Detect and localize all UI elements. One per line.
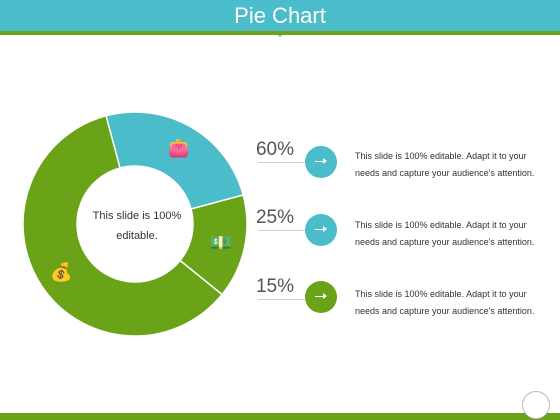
title-bar [0, 0, 560, 31]
arrow-right-icon [315, 158, 327, 164]
legend-text-line1: This slide is 100% editable. Adapt it to… [355, 220, 527, 230]
center-text-line1: This slide is 100% [92, 210, 182, 222]
legend-text-line1: This slide is 100% editable. Adapt it to… [355, 289, 527, 299]
arrow-right-icon [315, 226, 327, 232]
legend-text-line2: needs and capture your audience's attent… [355, 168, 535, 178]
legend-description: This slide is 100% editable. Adapt it to… [355, 286, 555, 320]
legend-percent: 25% [255, 207, 295, 228]
center-text-line2: editable. [116, 230, 158, 242]
legend-divider [258, 230, 320, 231]
pie-slice [22, 114, 224, 337]
legend-marker [305, 146, 337, 178]
legend-divider [258, 162, 320, 163]
legend-text-line2: needs and capture your audience's attent… [355, 237, 535, 247]
legend-text-line2: needs and capture your audience's attent… [355, 306, 535, 316]
legend-marker [305, 281, 337, 313]
legend-marker [305, 214, 337, 246]
header-stripe [0, 31, 560, 35]
legend-description: This slide is 100% editable. Adapt it to… [355, 148, 555, 182]
pie-slice [105, 111, 245, 210]
donut-center-text: This slide is 100% editable. [82, 206, 192, 246]
wallet-icon: 👛 [168, 138, 190, 159]
legend-divider [258, 299, 320, 300]
cash-stack-icon: 💵 [210, 232, 232, 253]
legend-description: This slide is 100% editable. Adapt it to… [355, 217, 555, 251]
legend-text-line1: This slide is 100% editable. Adapt it to… [355, 151, 527, 161]
arrow-right-icon [315, 293, 327, 299]
slide-title: Pie Chart [234, 3, 326, 28]
footer-stripe [0, 413, 560, 420]
legend-percent: 15% [255, 276, 295, 297]
legend-percent: 60% [255, 139, 295, 160]
money-bag-icon: 💰 [50, 261, 72, 283]
corner-circle-icon [522, 391, 550, 419]
